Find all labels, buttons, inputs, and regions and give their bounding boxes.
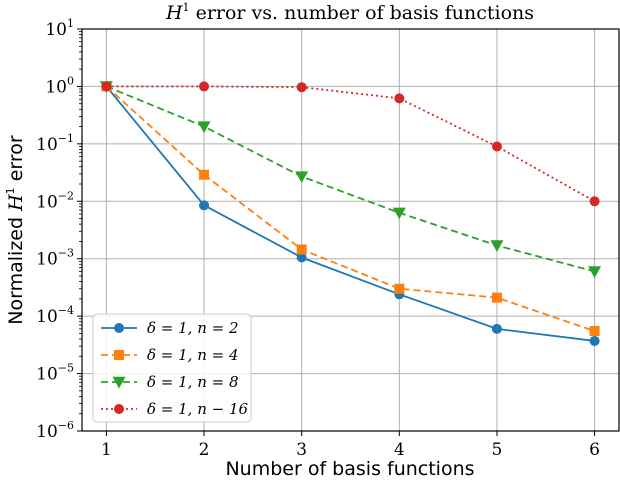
y-tick-label: 101: [45, 17, 74, 40]
data-point: [394, 93, 405, 104]
data-point: [199, 200, 210, 211]
legend-label: δ = 1, n − 16: [147, 400, 249, 418]
legend-item: δ = 1, n = 8: [101, 373, 239, 391]
legend-label: δ = 1, n = 4: [147, 346, 239, 364]
data-point: [394, 283, 405, 294]
series-line: [105, 85, 595, 332]
data-point: [588, 266, 602, 278]
tick-layer: 1 2 3 4 5 6 101 100 10−1 10−2 10−3 10−4 10−5 10−6: [36, 17, 600, 460]
data-point: [296, 252, 307, 263]
data-point: [490, 240, 504, 252]
y-tick-label: 100: [45, 74, 74, 97]
x-axis-label: Number of basis functions: [225, 458, 474, 480]
y-tick-label: 10−6: [36, 419, 74, 442]
x-tick-label: 3: [296, 440, 307, 460]
legend-swatch-marker: [114, 404, 124, 414]
legend-label: δ = 1, n = 2: [147, 319, 239, 337]
y-tick-label: 10−5: [36, 362, 74, 385]
data-point: [491, 323, 502, 334]
title-superscript: 1: [183, 1, 190, 14]
data-point: [589, 335, 600, 346]
legend-label: δ = 1, n = 8: [147, 373, 239, 391]
title-variable: H: [165, 2, 183, 24]
legend: δ = 1, n = 2 δ = 1, n = 4 δ = 1, n = 8 δ = …: [92, 313, 252, 423]
series-2: [101, 81, 600, 337]
y-tick-label: 10−2: [36, 189, 74, 212]
legend-item: δ = 1, n = 2: [101, 319, 239, 337]
y-tick-label: 10−1: [36, 132, 74, 155]
chart-title: H1 error vs. number of basis functions: [165, 1, 534, 24]
data-point: [491, 141, 502, 152]
y-tick-label: 10−3: [36, 247, 74, 270]
legend-item: δ = 1, n = 4: [101, 346, 239, 364]
data-point: [392, 207, 406, 220]
data-point: [589, 196, 600, 207]
series-4: [101, 81, 600, 207]
data-point: [296, 82, 307, 93]
series-line: [106, 85, 595, 273]
x-tick-label: 5: [492, 440, 503, 460]
title-text: error vs. number of basis functions: [190, 2, 535, 24]
y-label-suffix: error: [5, 135, 27, 187]
x-tick-label: 1: [101, 440, 112, 460]
plot-frame: [81, 28, 620, 432]
data-point: [296, 244, 307, 255]
legend-swatch-marker: [114, 350, 124, 360]
data-point: [199, 169, 210, 180]
y-label-prefix: Normalized: [5, 211, 27, 325]
legend-swatch-marker: [112, 376, 126, 389]
y-axis-label: Normalized H1 error: [4, 135, 27, 325]
x-tick-label: 6: [589, 440, 600, 460]
x-tick-label: 4: [394, 440, 405, 460]
series-line: [105, 85, 595, 342]
series-layer: [99, 81, 602, 346]
data-point: [295, 171, 309, 184]
y-label-superscript: 1: [4, 187, 17, 194]
y-label-variable: H: [5, 194, 27, 212]
x-tick-label: 2: [199, 440, 210, 460]
data-point: [101, 81, 112, 92]
series-3: [99, 81, 602, 278]
data-point: [589, 326, 600, 337]
legend-item: δ = 1, n − 16: [101, 400, 249, 418]
data-point: [197, 121, 211, 134]
data-point: [199, 81, 210, 92]
series-line: [106, 85, 596, 203]
data-point: [491, 292, 502, 303]
y-tick-label: 10−4: [36, 304, 74, 327]
legend-swatch-marker: [114, 323, 124, 333]
legend-box: [92, 313, 252, 423]
